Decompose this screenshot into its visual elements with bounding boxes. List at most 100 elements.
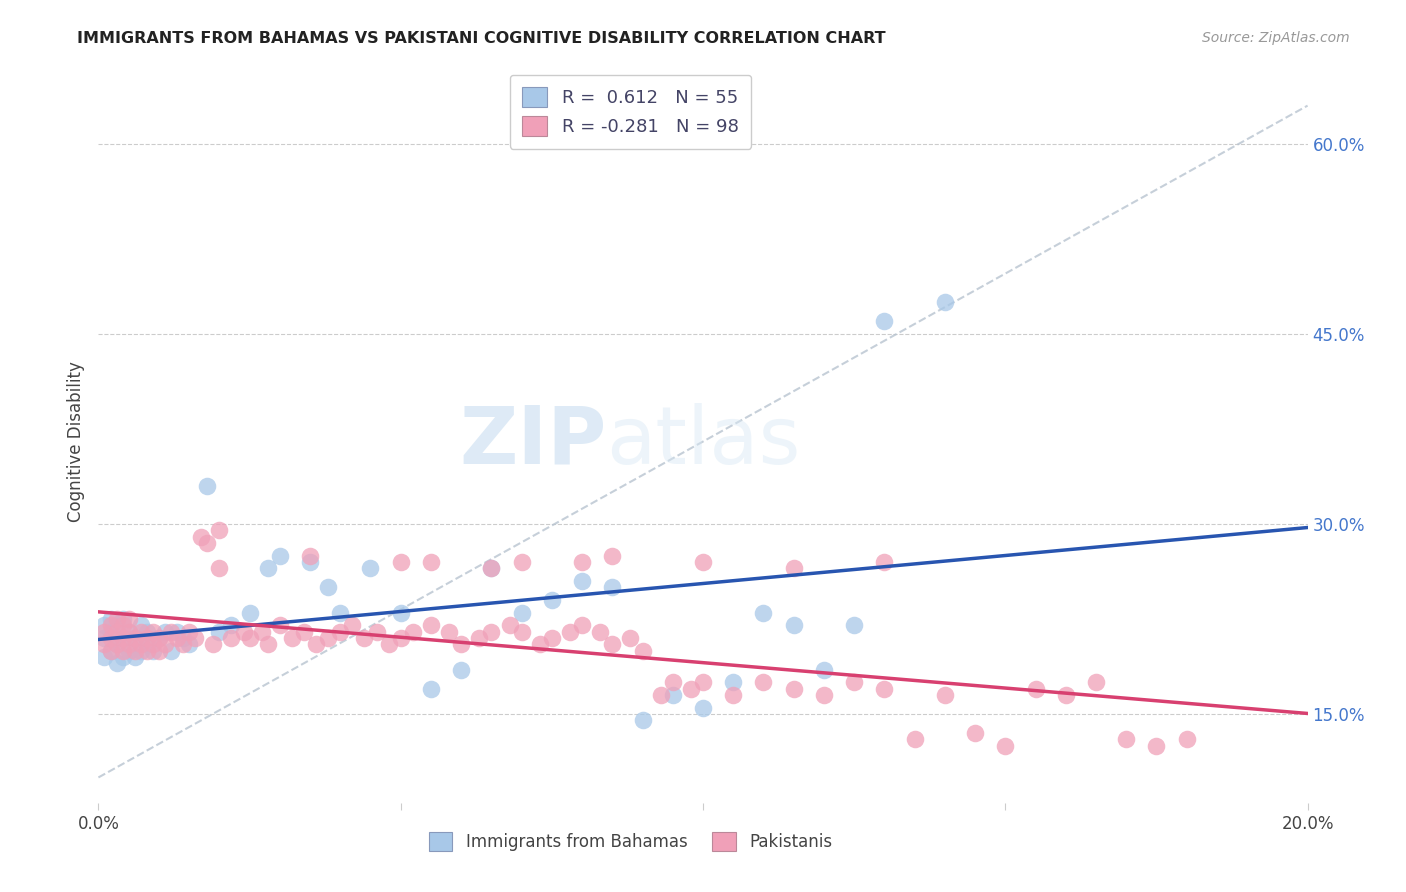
Point xyxy=(135,624,157,639)
Point xyxy=(602,580,624,594)
Point xyxy=(752,606,775,620)
Point xyxy=(366,624,388,639)
Point xyxy=(631,714,654,728)
Point xyxy=(510,606,533,620)
Point xyxy=(111,650,134,665)
Point xyxy=(105,637,128,651)
Point xyxy=(239,606,262,620)
Point xyxy=(529,637,551,651)
Point xyxy=(510,555,533,569)
Point xyxy=(166,631,188,645)
Point xyxy=(723,675,745,690)
Point xyxy=(179,637,201,651)
Text: ZIP: ZIP xyxy=(458,402,606,481)
Point xyxy=(329,606,352,620)
Point xyxy=(160,643,183,657)
Point xyxy=(221,618,243,632)
Point xyxy=(93,650,115,665)
Point xyxy=(540,593,562,607)
Point xyxy=(208,624,231,639)
Point xyxy=(481,561,503,575)
Y-axis label: Cognitive Disability: Cognitive Disability xyxy=(66,361,84,522)
Point xyxy=(540,631,562,645)
Point xyxy=(269,618,291,632)
Point xyxy=(184,631,207,645)
Point xyxy=(299,549,322,563)
Point xyxy=(558,624,581,639)
Point xyxy=(783,561,806,575)
Point xyxy=(100,643,122,657)
Point xyxy=(153,637,176,651)
Point xyxy=(111,631,134,645)
Point xyxy=(813,663,835,677)
Point xyxy=(571,555,593,569)
Point xyxy=(105,657,128,671)
Point xyxy=(420,681,443,696)
Point xyxy=(1024,681,1046,696)
Point xyxy=(111,618,134,632)
Point xyxy=(873,555,896,569)
Text: atlas: atlas xyxy=(606,402,800,481)
Point xyxy=(124,643,146,657)
Point xyxy=(118,624,141,639)
Point xyxy=(129,643,152,657)
Point xyxy=(135,637,157,651)
Point xyxy=(153,624,176,639)
Text: IMMIGRANTS FROM BAHAMAS VS PAKISTANI COGNITIVE DISABILITY CORRELATION CHART: IMMIGRANTS FROM BAHAMAS VS PAKISTANI COG… xyxy=(77,31,886,46)
Point xyxy=(602,549,624,563)
Point xyxy=(256,637,278,651)
Point xyxy=(93,631,115,645)
Point xyxy=(873,681,896,696)
Point xyxy=(166,624,188,639)
Point xyxy=(179,624,201,639)
Point xyxy=(118,624,141,639)
Point xyxy=(299,555,322,569)
Point xyxy=(105,624,128,639)
Point xyxy=(783,618,806,632)
Point xyxy=(129,618,152,632)
Point xyxy=(195,536,218,550)
Point xyxy=(904,732,927,747)
Point xyxy=(510,624,533,639)
Point xyxy=(124,631,146,645)
Point xyxy=(208,561,231,575)
Point xyxy=(619,631,641,645)
Point xyxy=(631,643,654,657)
Point xyxy=(481,624,503,639)
Point xyxy=(118,643,141,657)
Point xyxy=(111,631,134,645)
Point xyxy=(232,624,254,639)
Point xyxy=(100,618,122,632)
Point xyxy=(129,637,152,651)
Point xyxy=(1054,688,1077,702)
Point xyxy=(389,631,412,645)
Point xyxy=(118,637,141,651)
Point xyxy=(360,561,382,575)
Point xyxy=(118,612,141,626)
Point xyxy=(100,643,122,657)
Point xyxy=(329,624,352,639)
Point xyxy=(256,561,278,575)
Point xyxy=(142,624,165,639)
Point xyxy=(221,631,243,645)
Point xyxy=(994,739,1017,753)
Point xyxy=(661,688,683,702)
Point xyxy=(873,314,896,328)
Point xyxy=(281,631,304,645)
Point xyxy=(1144,814,1167,829)
Point xyxy=(602,637,624,651)
Point xyxy=(783,681,806,696)
Point xyxy=(692,555,714,569)
Text: Source: ZipAtlas.com: Source: ZipAtlas.com xyxy=(1202,31,1350,45)
Point xyxy=(692,700,714,714)
Point xyxy=(934,295,956,310)
Point xyxy=(172,637,194,651)
Point xyxy=(148,643,170,657)
Point xyxy=(160,624,183,639)
Point xyxy=(111,612,134,626)
Point xyxy=(420,618,443,632)
Point xyxy=(93,624,115,639)
Point xyxy=(389,606,412,620)
Point xyxy=(93,618,115,632)
Point xyxy=(208,523,231,537)
